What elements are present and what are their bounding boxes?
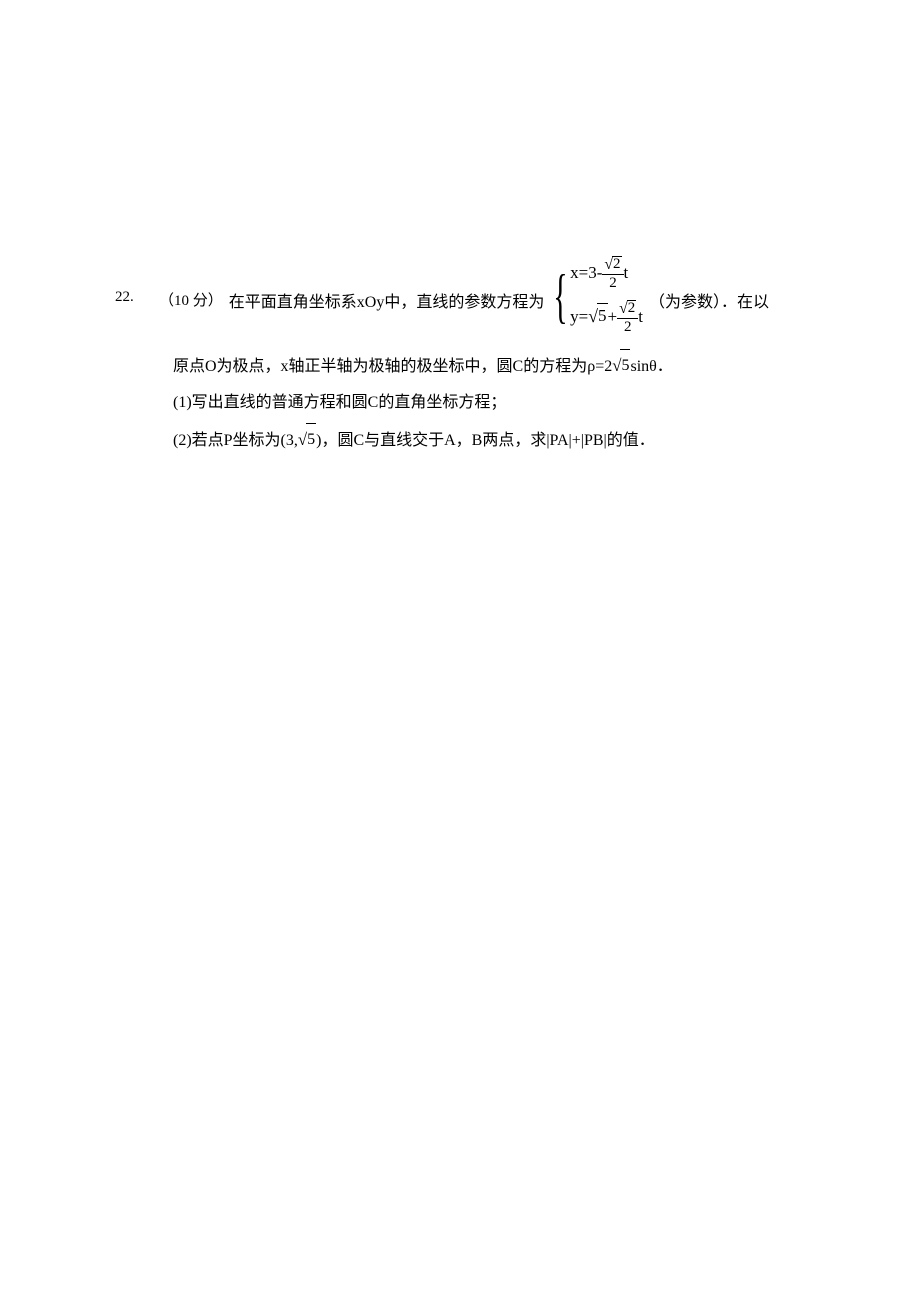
frac-numerator-1: √2 xyxy=(602,257,623,275)
problem-text-before-eq: 在平面直角坐标系xOy中，直线的参数方程为 xyxy=(229,257,545,312)
left-brace-icon: { xyxy=(554,266,568,326)
eq-y-t: t xyxy=(638,307,643,326)
problem-content: 22. （10 分） 在平面直角坐标系xOy中，直线的参数方程为 { x=3-√… xyxy=(115,257,880,457)
problem-first-row: 22. （10 分） 在平面直角坐标系xOy中，直线的参数方程为 { x=3-√… xyxy=(115,257,880,335)
part2-text-b: )，圆C与直线交于A，B两点，求|PA|+|PB|的值． xyxy=(316,432,655,449)
fraction-2: √22 xyxy=(617,301,638,335)
problem-number: 22. xyxy=(115,257,145,306)
eq-y-plus: + xyxy=(608,307,618,326)
frac-denominator-1: 2 xyxy=(609,275,617,291)
problem-part-1: (1)写出直线的普通方程和圆C的直角坐标方程； xyxy=(173,387,880,419)
sqrt-icon: √5 xyxy=(298,423,316,457)
line2-text-b: sinθ． xyxy=(630,358,672,375)
sqrt-icon: √5 xyxy=(612,349,630,383)
problem-part-2: (2)若点P坐标为(3,√5)，圆C与直线交于A，B两点，求|PA|+|PB|的… xyxy=(173,423,880,457)
sqrt-icon: √5 xyxy=(588,304,607,329)
problem-score: （10 分） xyxy=(159,257,223,310)
part2-text-a: (2)若点P坐标为(3, xyxy=(173,432,298,449)
sqrt-icon: √2 xyxy=(619,301,636,317)
eq-y-lhs: y= xyxy=(570,307,588,326)
frac-denominator-2: 2 xyxy=(624,319,632,335)
part1-text: (1)写出直线的普通方程和圆C的直角坐标方程； xyxy=(173,394,506,411)
sqrt-icon: √2 xyxy=(604,257,621,273)
eq-x-lhs: x=3- xyxy=(570,263,602,282)
problem-line-2: 原点O为极点，x轴正半轴为极轴的极坐标中，圆C的方程为ρ=2√5sinθ． xyxy=(173,349,880,383)
fraction-1: √22 xyxy=(602,257,623,291)
equation-x: x=3-√22t xyxy=(570,257,643,291)
parametric-equation-system: { x=3-√22t y=√5+√22t xyxy=(546,257,643,335)
frac-numerator-2: √2 xyxy=(617,301,638,319)
eq-x-t: t xyxy=(624,263,629,282)
line2-text-a: 原点O为极点，x轴正半轴为极轴的极坐标中，圆C的方程为ρ=2 xyxy=(173,358,612,375)
text-after-equation: （为参数）．在以 xyxy=(649,257,769,312)
equation-lines: x=3-√22t y=√5+√22t xyxy=(570,257,643,335)
equation-y: y=√5+√22t xyxy=(570,301,643,335)
